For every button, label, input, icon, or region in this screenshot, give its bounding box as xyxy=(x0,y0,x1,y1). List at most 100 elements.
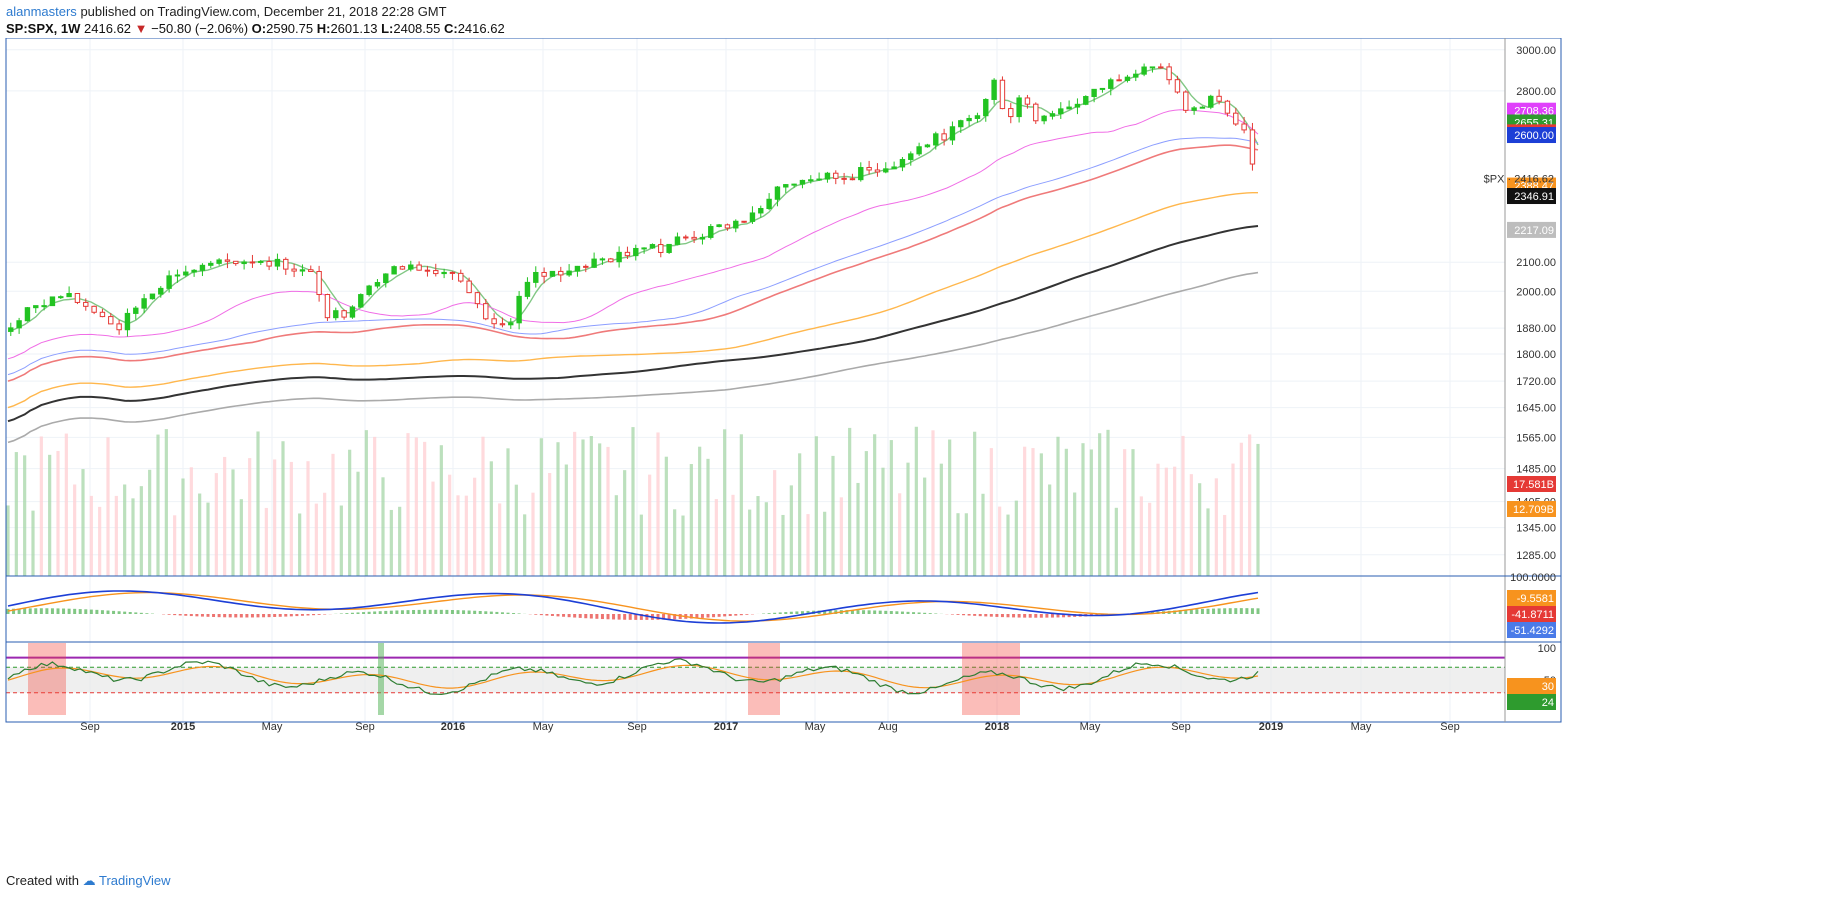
macd-histogram-bar xyxy=(278,614,282,617)
volume-bar xyxy=(1181,435,1185,576)
macd-histogram-bar xyxy=(717,614,721,617)
candle-body xyxy=(716,224,722,228)
candle-body xyxy=(908,153,914,160)
macd-histogram-bar xyxy=(506,612,510,614)
candle-body xyxy=(249,261,256,264)
volume-bar xyxy=(1014,500,1018,576)
macd-histogram-bar xyxy=(1189,609,1193,614)
volume-bar xyxy=(564,464,568,576)
candle-body xyxy=(1158,66,1164,69)
volume-bar xyxy=(1073,492,1077,576)
candle-body xyxy=(724,224,731,229)
macd-histogram-bar xyxy=(123,611,127,614)
low-value: 2408.55 xyxy=(393,21,441,36)
candle-body xyxy=(183,271,189,276)
macd-histogram-bar xyxy=(473,610,477,614)
footer: Created with ☁ TradingView xyxy=(6,873,171,889)
volume-bar xyxy=(131,498,135,576)
candle-body xyxy=(1116,79,1122,82)
macd-histogram-bar xyxy=(1212,608,1216,614)
macd-histogram-bar xyxy=(1195,609,1199,614)
volume-bar xyxy=(1081,443,1085,576)
candle-body xyxy=(1099,87,1106,90)
macd-histogram-bar xyxy=(489,611,493,614)
volume-bar xyxy=(1214,478,1218,576)
volume-bar xyxy=(481,436,485,576)
volume-bar xyxy=(1164,467,1168,576)
candle-body xyxy=(433,270,439,275)
rsi-badge: 24 xyxy=(1542,697,1554,709)
macd-histogram-bar xyxy=(1256,608,1260,614)
volume-bar xyxy=(806,514,810,576)
candle-body xyxy=(1124,76,1131,81)
candle-body xyxy=(891,166,897,170)
chart-area[interactable]: 3000.00 2800.00 2100.00 2000.00 1880.00 1800.… xyxy=(0,38,1828,870)
macd-histogram-bar xyxy=(539,614,543,616)
macd-histogram-bar xyxy=(134,612,138,614)
x-tick-label: 2016 xyxy=(441,721,465,733)
volume-bar xyxy=(248,458,252,576)
macd-histogram-bar xyxy=(612,614,616,620)
volume-bar xyxy=(873,434,877,576)
candle-body xyxy=(599,258,606,261)
x-tick-label: May xyxy=(1351,721,1372,733)
price-badge-bg xyxy=(1507,188,1556,205)
macd-histogram-bar xyxy=(1000,614,1004,618)
macd-histogram-bar xyxy=(1050,614,1054,618)
macd-histogram-bar xyxy=(845,610,849,614)
volume-bar xyxy=(606,446,610,576)
volume-bar xyxy=(964,513,968,576)
macd-histogram-bar xyxy=(923,612,927,614)
macd-histogram-bar xyxy=(1250,608,1254,614)
author-link[interactable]: alanmasters xyxy=(6,4,77,19)
volume-bar xyxy=(639,514,643,576)
candle-body xyxy=(158,287,164,295)
volume-bar xyxy=(1223,514,1227,576)
x-tick-label: May xyxy=(533,721,554,733)
volume-bar xyxy=(748,509,752,576)
macd-histogram-bar xyxy=(500,612,504,614)
volume-bar xyxy=(1056,436,1060,576)
candle-body xyxy=(799,179,806,185)
macd-histogram-bar xyxy=(1034,614,1038,618)
macd-histogram-bar xyxy=(584,614,588,619)
price-tick-label: 1800.00 xyxy=(1516,349,1556,361)
candle-body xyxy=(541,271,547,277)
volume-bar xyxy=(331,453,335,576)
macd-histogram-bar xyxy=(256,614,260,618)
price-tick-label: 2800.00 xyxy=(1516,86,1556,98)
macd-histogram-bar xyxy=(406,610,410,614)
tradingview-link[interactable]: TradingView xyxy=(99,873,171,888)
macd-histogram-bar xyxy=(167,614,171,615)
macd-histogram-bar xyxy=(984,614,988,617)
macd-histogram-bar xyxy=(306,614,310,616)
macd-histogram-bar xyxy=(1234,608,1238,614)
volume-bar xyxy=(848,427,852,576)
candle-body xyxy=(708,226,714,238)
candle-body xyxy=(991,79,997,100)
volume-bar xyxy=(814,436,818,576)
volume-bar xyxy=(406,433,410,576)
rsi-tick-label: 100 xyxy=(1538,643,1556,655)
macd-histogram-bar xyxy=(412,609,416,614)
volume-bar xyxy=(939,463,943,576)
candle-body xyxy=(116,323,122,331)
candle-body xyxy=(1049,113,1056,117)
macd-histogram-bar xyxy=(628,614,632,620)
macd-histogram-bar xyxy=(867,610,871,614)
publish-line: alanmasters published on TradingView.com… xyxy=(6,4,447,19)
macd-histogram-bar xyxy=(350,612,354,614)
candle-body xyxy=(374,282,381,287)
macd-histogram-bar xyxy=(1184,609,1188,614)
macd-histogram-bar xyxy=(339,613,343,614)
candle-body xyxy=(883,168,889,173)
macd-histogram-bar xyxy=(62,608,66,614)
macd-histogram-bar xyxy=(56,608,60,614)
volume-bar xyxy=(414,437,418,576)
macd-histogram-bar xyxy=(28,608,32,614)
macd-histogram-bar xyxy=(106,610,110,614)
volume-bar xyxy=(731,494,735,576)
candle-body xyxy=(491,318,497,325)
price-tick-label: 1485.00 xyxy=(1516,464,1556,476)
macd-histogram-bar xyxy=(1200,608,1204,614)
